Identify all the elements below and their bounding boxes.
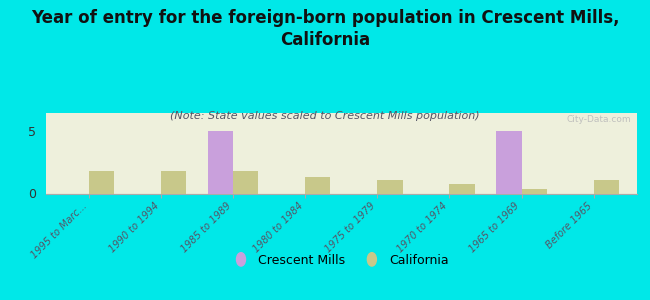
Text: City-Data.com: City-Data.com [566, 115, 631, 124]
Bar [521, 188, 547, 194]
Legend: Crescent Mills, California: Crescent Mills, California [229, 249, 454, 272]
Bar [161, 171, 186, 194]
Bar [89, 171, 114, 194]
Text: (Note: State values scaled to Crescent Mills population): (Note: State values scaled to Crescent M… [170, 111, 480, 121]
Text: Year of entry for the foreign-born population in Crescent Mills,
California: Year of entry for the foreign-born popul… [31, 9, 619, 49]
Bar [306, 177, 330, 194]
Bar [377, 180, 402, 194]
Bar [449, 184, 474, 194]
Bar [233, 171, 258, 194]
Bar [497, 131, 521, 194]
Bar [593, 180, 619, 194]
Bar [208, 131, 233, 194]
